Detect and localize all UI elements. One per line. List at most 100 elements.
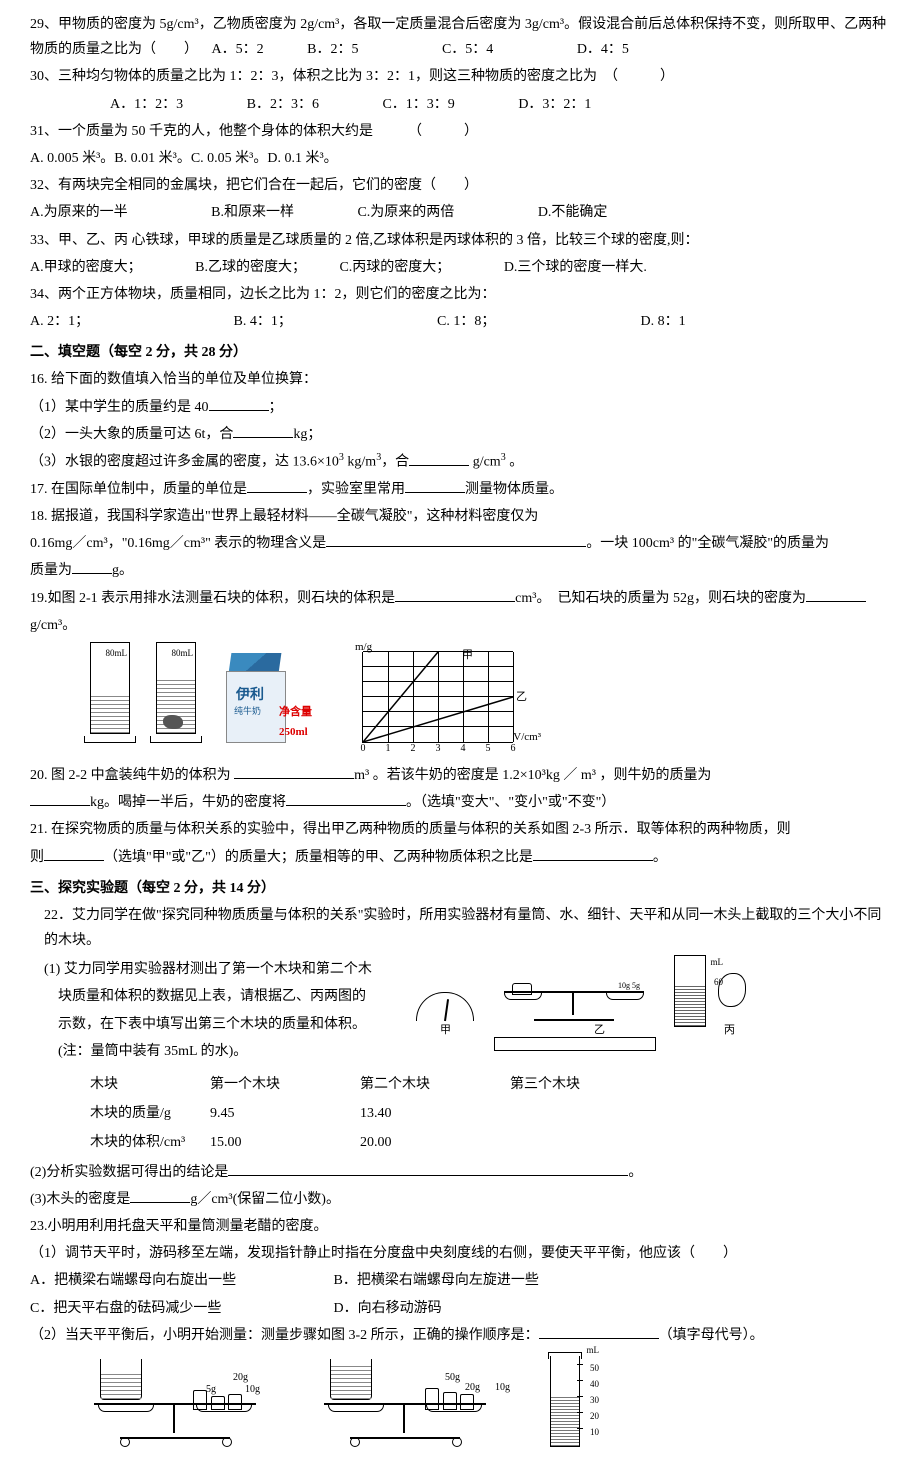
- w2: 10g: [245, 1381, 260, 1399]
- grad-cylinder-c: mL 50 40 30 20 10: [550, 1356, 580, 1447]
- q18-3: 质量为g。: [30, 558, 890, 583]
- blank: [44, 846, 104, 861]
- q22-row: (1) 艾力同学用实验器材测出了第一个木块和第二个木 块质量和体积的数据见上表，…: [30, 955, 890, 1066]
- dial-lbl-jia: 甲: [440, 1021, 451, 1041]
- blank: [72, 559, 112, 574]
- q32-d: D.不能确定: [538, 200, 608, 225]
- q23-ab: A．把横梁右端螺母向右旋出一些 B．把横梁右端螺母向左旋进一些: [30, 1268, 890, 1293]
- tv21: 15.00: [210, 1128, 360, 1157]
- graph-xlabel: V/cm³: [513, 728, 541, 748]
- q21-2: 则（选填"甲"或"乙"）的质量大；质量相等的甲、乙两种物质体积之比是。: [30, 845, 890, 870]
- q34-text: 34、两个正方体物块，质量相同，边长之比为 1：2，则它们的密度之比为：: [30, 287, 496, 302]
- q29: 29、甲物质的密度为 5g/cm³，乙物质密度为 2g/cm³，各取一定质量混合…: [30, 12, 890, 62]
- q18a: 18. 据报道，我国科学家造出"世界上最轻材料——全碳气凝胶"，这种材料密度仅为: [30, 509, 538, 524]
- blank: [228, 1161, 628, 1176]
- q34-a: A. 2：1；: [30, 309, 230, 334]
- q23-cd: C．把天平右盘的砝码减少一些 D．向右移动游码: [30, 1296, 890, 1321]
- q23-2b: （填字母代号）。: [659, 1328, 764, 1343]
- q20a: 20. 图 2-2 中盒装纯牛奶的体积为: [30, 768, 234, 783]
- q29-d: D．4：5: [577, 37, 629, 62]
- q34-d: D. 8：1: [641, 314, 686, 329]
- q31: 31、一个质量为 50 千克的人，他整个身体的体积大约是 （ ）: [30, 119, 890, 144]
- gt4: 4: [461, 740, 466, 758]
- fig-row-19: 80mL 80mL 伊利 纯牛奶 净含量 250ml m/g V/cm³: [90, 642, 890, 743]
- blank: [533, 846, 653, 861]
- q19b: cm³。 已知石块的质量为 52g，则石块的密度为: [515, 591, 806, 606]
- graph-2-3: m/g V/cm³ 甲 乙 0 1 2 3 4 5 6: [362, 652, 513, 743]
- q20: 20. 图 2-2 中盒装纯牛奶的体积为 m³ 。若该牛奶的密度是 1.2×10…: [30, 763, 890, 788]
- q16-3e: 。: [506, 455, 524, 470]
- q17c: 测量物体质量。: [465, 482, 563, 497]
- gt20: 20: [590, 1408, 599, 1424]
- gt5: 5: [486, 740, 491, 758]
- q29-b: B．2：5: [307, 37, 358, 62]
- q16-2a: （2）一头大象的质量可达 6t，合: [30, 427, 233, 442]
- q33-a: A.甲球的密度大；: [30, 255, 142, 280]
- blank: [209, 396, 269, 411]
- balance-a: 20g 5g 10g: [90, 1387, 260, 1447]
- q30-c: C．1：3：9: [382, 92, 454, 117]
- lbl-yi: 乙: [516, 688, 527, 708]
- tv13: [510, 1099, 660, 1128]
- section-2-title: 二、填空题（每空 2 分，共 28 分）: [30, 340, 890, 365]
- q33-d: D.三个球的密度一样大.: [504, 255, 647, 280]
- q32-b: B.和原来一样: [211, 200, 294, 225]
- q23-2: （2）当天平平衡后，小明开始测量：测量步骤如图 3-2 所示，正确的操作顺序是：…: [30, 1323, 890, 1348]
- cyl2-label: 80mL: [172, 645, 194, 661]
- wb1: 20g: [465, 1379, 480, 1397]
- milk-box: 伊利 纯牛奶 净含量 250ml: [222, 653, 302, 743]
- gt50: 50: [590, 1360, 599, 1376]
- q30-d: D．3：2：1: [518, 92, 591, 117]
- q30-opts: A．1：2：3 B．2：3：6 C．1：3：9 D．3：2：1: [30, 92, 890, 117]
- tv23: [510, 1128, 660, 1157]
- q18b: 0.16mg／cm³，"0.16mg／cm³" 表示的物理含义是: [30, 536, 326, 551]
- th1: 木块: [90, 1070, 210, 1099]
- blank: [806, 587, 866, 602]
- q33-c: C.丙球的密度大；: [339, 255, 450, 280]
- q34-opts: A. 2：1； B. 4：1； C. 1：8； D. 8：1: [30, 309, 890, 334]
- q23-head: 23.小明用利用托盘天平和量筒测量老醋的密度。: [30, 1214, 890, 1239]
- blank: [409, 451, 469, 466]
- tv11: 9.45: [210, 1099, 360, 1128]
- q23d: D．向右移动游码: [334, 1301, 442, 1316]
- q18c: 。一块 100cm³ 的"全碳气凝胶"的质量为: [586, 536, 829, 551]
- q32-a: A.为原来的一半: [30, 200, 128, 225]
- q32: 32、有两块完全相同的金属块，把它们合在一起后，它们的密度（ ）: [30, 173, 890, 198]
- blank: [233, 423, 293, 438]
- q16-2b: kg；: [293, 427, 321, 442]
- gt2: 2: [411, 740, 416, 758]
- q16-3a: （3）水银的密度超过许多金属的密度，达 13.6×10: [30, 455, 339, 470]
- gt40: 40: [590, 1376, 599, 1392]
- q23-2a: （2）当天平平衡后，小明开始测量：测量步骤如图 3-2 所示，正确的操作顺序是：: [30, 1328, 539, 1343]
- q21c: 。: [653, 850, 667, 865]
- q19a: 19.如图 2-1 表示用排水法测量石块的体积，则石块的体积是: [30, 591, 395, 606]
- q19-2: g/cm³。: [30, 613, 890, 638]
- th4: 第三个木块: [510, 1070, 660, 1099]
- bal-wt: 10g 5g: [618, 979, 640, 993]
- grad-bing: 60 mL 丙: [674, 955, 706, 1027]
- gt10: 10: [590, 1424, 599, 1440]
- q16-3: （3）水银的密度超过许多金属的密度，达 13.6×103 kg/m3，合 g/c…: [30, 449, 890, 475]
- q16-2: （2）一头大象的质量可达 6t，合 kg；: [30, 422, 890, 447]
- q30-text: 30、三种均匀物体的质量之比为 1：2：3，体积之比为 3：2：1，则这三种物质…: [30, 69, 674, 84]
- lbl-jia: 甲: [462, 646, 473, 666]
- q20b: m³ 。若该牛奶的密度是 1.2×10³kg ／ m³ ，则牛奶的质量为: [354, 768, 711, 783]
- q22-1c: 示数，在下表中填写出第三个木块的质量和体积。: [44, 1012, 404, 1037]
- tv12: 13.40: [360, 1099, 510, 1128]
- gml: mL: [587, 1342, 600, 1358]
- q32-c: C.为原来的两倍: [357, 200, 454, 225]
- q34-b: B. 4：1；: [234, 309, 434, 334]
- cylinder-1: 80mL: [90, 642, 136, 743]
- milk-net1: 净含量: [279, 703, 312, 723]
- blank: [130, 1188, 190, 1203]
- q32-text: 32、有两块完全相同的金属块，把它们合在一起后，它们的密度（ ）: [30, 178, 478, 193]
- q29-a: A．5：2: [212, 37, 264, 62]
- gt1: 1: [386, 740, 391, 758]
- gt30: 30: [590, 1392, 599, 1408]
- q23b: B．把横梁右端螺母向左旋进一些: [334, 1273, 539, 1288]
- q16-3b: kg/m: [344, 455, 376, 470]
- q21b: （选填"甲"或"乙"）的质量大；质量相等的甲、乙两种物质体积之比是: [104, 850, 533, 865]
- q22-head: 22．艾力同学在做"探究同种物质质量与体积的关系"实验时，所用实验器材有量筒、水…: [30, 903, 890, 953]
- blank: [326, 532, 586, 547]
- q33-text: 33、甲、乙、丙 心铁球，甲球的质量是乙球质量的 2 倍,乙球体积是丙球体积的 …: [30, 233, 699, 248]
